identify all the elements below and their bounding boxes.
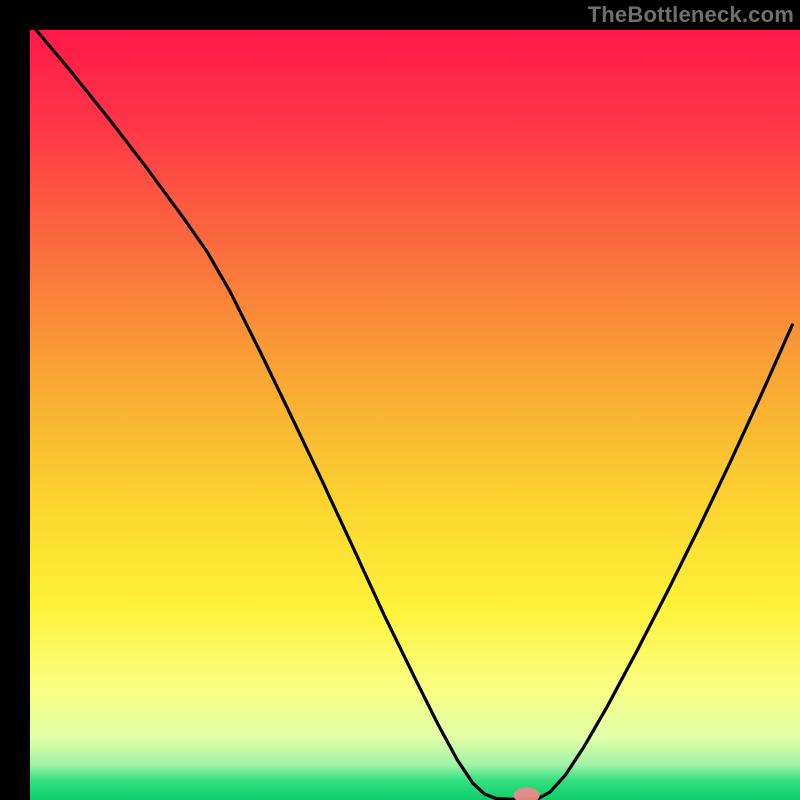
chart-background-gradient bbox=[30, 30, 800, 800]
bottleneck-chart bbox=[0, 0, 800, 800]
source-watermark: TheBottleneck.com bbox=[588, 2, 794, 28]
